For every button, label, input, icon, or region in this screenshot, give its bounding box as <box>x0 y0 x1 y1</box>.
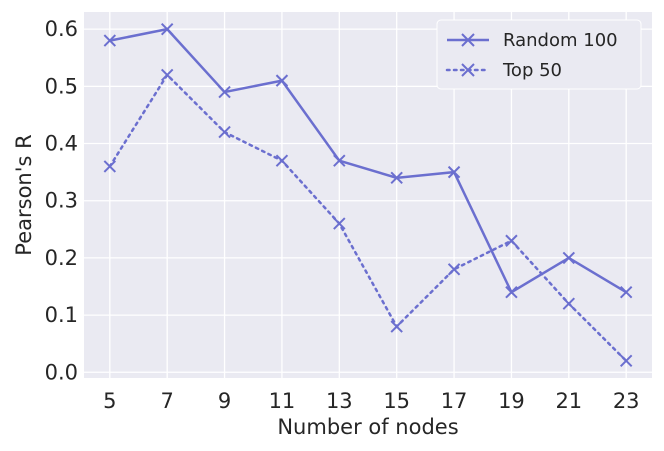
x-tick-label: 7 <box>161 389 174 413</box>
y-tick-label: 0.1 <box>45 303 78 327</box>
y-tick-label: 0.4 <box>45 132 78 156</box>
data-point-random-100 <box>218 85 231 99</box>
y-tick-label: 0.2 <box>45 246 78 270</box>
x-tick-label: 9 <box>218 389 231 413</box>
data-point-random-100 <box>390 171 403 185</box>
series-layer <box>103 22 633 368</box>
y-axis-title: Pearson's R <box>12 134 36 255</box>
data-point-top-50 <box>333 217 346 230</box>
legend: Random 100 Top 50 <box>436 19 642 90</box>
y-tick-label: 0.6 <box>45 17 78 41</box>
legend-label-top-50: Top 50 <box>502 60 562 81</box>
series-line-top-50 <box>108 72 628 363</box>
legend-label-random-100: Random 100 <box>503 30 618 51</box>
x-tick-label: 5 <box>103 389 116 413</box>
data-point-top-50 <box>103 160 117 173</box>
x-axis-title: Number of nodes <box>277 415 458 439</box>
data-point-top-50 <box>505 234 518 247</box>
data-point-top-50 <box>619 354 633 368</box>
data-point-random-100 <box>103 34 117 47</box>
x-tick-label: 19 <box>498 389 525 413</box>
legend-box <box>436 19 642 90</box>
data-point-top-50 <box>447 263 461 276</box>
x-tick-label: 21 <box>555 389 582 413</box>
data-point-top-50 <box>275 154 289 167</box>
series-random-100 <box>103 22 633 299</box>
y-tick-label: 0.0 <box>45 360 78 384</box>
x-tick-label: 11 <box>269 389 296 413</box>
data-point-random-100 <box>562 251 576 265</box>
y-tick-label: 0.5 <box>45 74 78 98</box>
y-tick-labels: 0.0 0.1 0.2 0.3 0.4 0.5 0.6 <box>45 17 78 384</box>
data-point-top-50 <box>160 68 174 82</box>
x-tick-label: 15 <box>383 389 410 413</box>
x-tick-labels: 5 7 9 11 13 15 17 19 21 23 <box>103 389 639 413</box>
y-tick-label: 0.3 <box>45 189 78 213</box>
series-line-random-100 <box>109 27 627 294</box>
x-tick-label: 17 <box>441 389 468 413</box>
data-point-random-100 <box>619 286 633 299</box>
data-point-top-50 <box>562 297 576 310</box>
data-point-random-100 <box>160 22 174 36</box>
data-point-random-100 <box>505 286 518 299</box>
legend-marker-top-50 <box>461 63 475 77</box>
data-point-top-50 <box>218 125 231 139</box>
x-tick-label: 13 <box>326 389 353 413</box>
x-tick-label: 23 <box>613 389 640 413</box>
legend-marker-random-100 <box>461 33 475 47</box>
series-top-50 <box>103 68 633 368</box>
data-point-random-100 <box>275 74 289 87</box>
data-point-random-100 <box>447 165 461 179</box>
data-point-top-50 <box>390 320 403 333</box>
data-point-random-100 <box>333 154 346 167</box>
